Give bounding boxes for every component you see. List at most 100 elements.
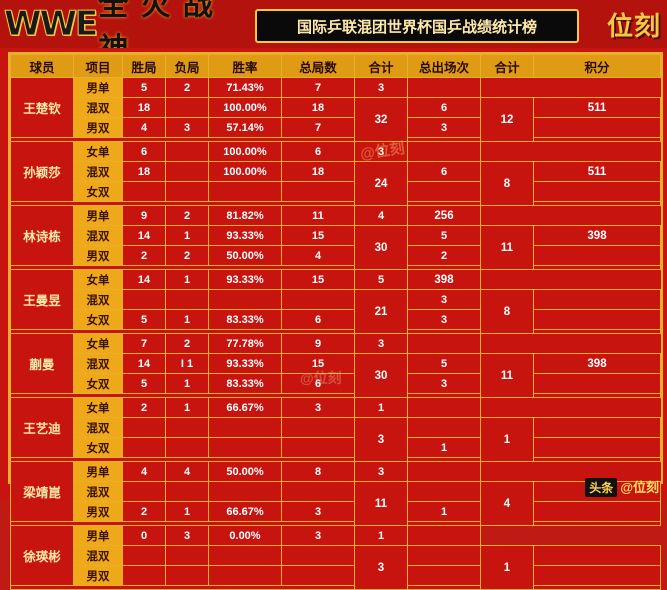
event-cell: 男单: [73, 205, 123, 226]
table-row: 梁靖崑 男单 4 4 50.00% 8 3: [10, 461, 661, 522]
wins-cell: [122, 417, 166, 438]
wins-cell: [122, 289, 166, 310]
appearance-cell: 2: [407, 245, 481, 266]
wins-cell: 2: [122, 501, 166, 522]
table-row: 混双 3 1: [11, 417, 661, 462]
footer-text: @位刻: [620, 480, 659, 495]
footer-credit: 头条 @位刻: [585, 477, 659, 497]
losses-cell: [165, 141, 209, 162]
points-cell: [533, 417, 661, 438]
winrate-cell: [208, 565, 282, 586]
losses-cell: [165, 161, 209, 182]
player-name: 孙颖莎: [10, 141, 74, 202]
winrate-cell: [208, 181, 282, 202]
appearance-cell: 3: [407, 289, 481, 310]
losses-cell: [165, 289, 209, 310]
total-games-cell: 6: [281, 141, 355, 162]
points-cell: [533, 565, 661, 586]
subtotal-cell: 3: [354, 545, 408, 590]
total-games-cell: 7: [281, 77, 355, 98]
table-row: 王艺迪 女单 2 1 66.67% 3 1: [10, 397, 661, 458]
wins-cell: 18: [122, 161, 166, 182]
losses-cell: 3: [165, 117, 209, 138]
subtotal-cell: 21: [354, 289, 408, 334]
wins-cell: 4: [122, 461, 166, 482]
losses-cell: 3: [165, 525, 209, 546]
appearance-cell: 3: [407, 373, 481, 394]
winrate-cell: 100.00%: [208, 97, 282, 118]
points-cell: 398: [407, 269, 481, 290]
winrate-cell: 57.14%: [208, 117, 282, 138]
event-cell: 男双: [73, 565, 123, 586]
col-winrate: 胜率: [208, 54, 282, 78]
table-head: 球员 项目 胜局 负局 胜率 总局数 合计 总出场次 合计 积分: [10, 54, 661, 78]
event-cell: 男双: [73, 501, 123, 522]
appearance-cell: 5: [407, 353, 481, 374]
total-games-cell: [281, 289, 355, 310]
appearance-cell: 3: [407, 309, 481, 330]
total-games-cell: 3: [281, 397, 355, 418]
appearance-sum-cell: 11: [480, 225, 534, 270]
col-points: 积分: [533, 54, 661, 78]
total-games-cell: 18: [281, 97, 355, 118]
event-cell: 混双: [73, 97, 123, 118]
total-games-cell: 9: [281, 333, 355, 354]
appearance-cell: 1: [407, 501, 481, 522]
wins-cell: 9: [122, 205, 166, 226]
appearance-cell: [407, 545, 481, 566]
event-cell: 混双: [73, 289, 123, 310]
event-cell: 女单: [73, 333, 123, 354]
subtotal-cell: 11: [354, 481, 408, 526]
winrate-cell: 50.00%: [208, 245, 282, 266]
subtotal-cell: 30: [354, 353, 408, 398]
appearance-sum-cell: 8: [480, 161, 534, 206]
wins-cell: 5: [122, 373, 166, 394]
event-cell: 女单: [73, 397, 123, 418]
points-cell: [407, 525, 481, 546]
appearance-sum-cell: 11: [480, 353, 534, 398]
table-row: 混双 18 100.00% 18 32 6 12 511: [11, 97, 661, 142]
event-cell: 女双: [73, 309, 123, 330]
brand-word: WWE: [3, 4, 98, 45]
event-cell: 男单: [73, 461, 123, 482]
col-totalgames: 总局数: [281, 54, 355, 78]
points-cell: [533, 501, 661, 522]
event-cell: 混双: [73, 417, 123, 438]
points-cell: [407, 141, 481, 162]
points-cell: [533, 545, 661, 566]
points-cell: [533, 373, 661, 394]
wins-cell: 18: [122, 97, 166, 118]
appearance-sum-cell: 12: [480, 97, 534, 142]
wins-cell: 14: [122, 353, 166, 374]
wins-cell: 6: [122, 141, 166, 162]
winrate-cell: 81.82%: [208, 205, 282, 226]
points-cell: 511: [533, 97, 661, 118]
player-name: 王楚钦: [10, 77, 74, 138]
event-cell: 混双: [73, 481, 123, 502]
stats-table-wrapper: 球员 项目 胜局 负局 胜率 总局数 合计 总出场次 合计 积分 王楚钦 男单 5 2…: [8, 52, 663, 590]
points-cell: [407, 77, 481, 98]
appearance-cell: [407, 565, 481, 586]
points-cell: 398: [533, 353, 661, 374]
appearance-cell: 6: [407, 161, 481, 182]
subtotal-cell: 30: [354, 225, 408, 270]
winrate-cell: [208, 481, 282, 502]
table-row: 王曼昱 女单 14 1 93.33% 15 5 398: [10, 269, 661, 330]
total-games-cell: 11: [281, 205, 355, 226]
wins-cell: 2: [122, 397, 166, 418]
points-cell: [533, 437, 661, 458]
header-watermark: 位刻: [606, 11, 661, 41]
losses-cell: [165, 565, 209, 586]
player-name: 梁靖崑: [10, 461, 74, 522]
points-cell: [407, 461, 481, 482]
losses-cell: [165, 545, 209, 566]
appearance-cell: 1: [407, 437, 481, 458]
appearance-cell: 3: [354, 141, 408, 162]
losses-cell: 2: [165, 245, 209, 266]
table-row: 徐瑛彬 男单 0 3 0.00% 3 1: [10, 525, 661, 586]
event-cell: 男单: [73, 77, 123, 98]
points-cell: [407, 333, 481, 354]
table-row: 林诗栋 男单 9 2 81.82% 11 4 256: [10, 205, 661, 266]
wins-cell: 5: [122, 309, 166, 330]
col-player: 球员: [10, 54, 74, 78]
